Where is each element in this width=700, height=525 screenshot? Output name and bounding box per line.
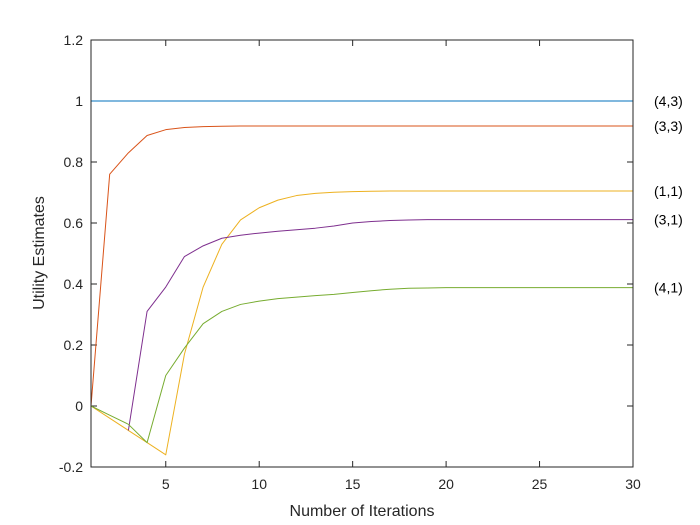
series-line-1-1 — [90, 190, 633, 456]
plot-area-frame — [90, 39, 634, 468]
x-tick-label: 30 — [625, 476, 641, 492]
x-tick-label: 20 — [438, 476, 454, 492]
series-label: (4,1) — [654, 280, 683, 296]
series-label: (3,1) — [654, 212, 683, 228]
y-tick-label: 0.2 — [64, 337, 84, 353]
x-tick-label: 5 — [162, 476, 170, 492]
series-line-3-1 — [127, 219, 633, 431]
series-line-3-3 — [90, 125, 633, 407]
y-axis-title: Utility Estimates — [31, 196, 48, 310]
series-label: (1,1) — [654, 183, 683, 199]
series-lines — [90, 100, 633, 456]
series-label: (4,3) — [654, 93, 683, 109]
x-tick-label: 15 — [345, 476, 361, 492]
y-tick-label: 0.4 — [64, 276, 84, 292]
y-tick-label: 0.6 — [64, 215, 84, 231]
x-tick-label: 25 — [532, 476, 548, 492]
x-axis-title: Number of Iterations — [290, 503, 435, 520]
y-tick-label: 0.8 — [64, 154, 84, 170]
y-tick-label: 0 — [75, 398, 83, 414]
tick-labels: 5 10 15 20 25 30 -0.2 0 0.2 0.4 0.6 0.8 1 1.2 — [59, 32, 641, 492]
y-tick-label: 1 — [75, 93, 83, 109]
x-tick-label: 10 — [251, 476, 267, 492]
y-tick-label: -0.2 — [59, 459, 83, 475]
axes-box — [90, 39, 634, 468]
series-labels: (4,3) (3,3) (1,1) (3,1) (4,1) — [654, 93, 683, 296]
y-tick-label: 1.2 — [64, 32, 84, 48]
series-line-4-1 — [90, 287, 633, 444]
series-label: (3,3) — [654, 118, 683, 134]
